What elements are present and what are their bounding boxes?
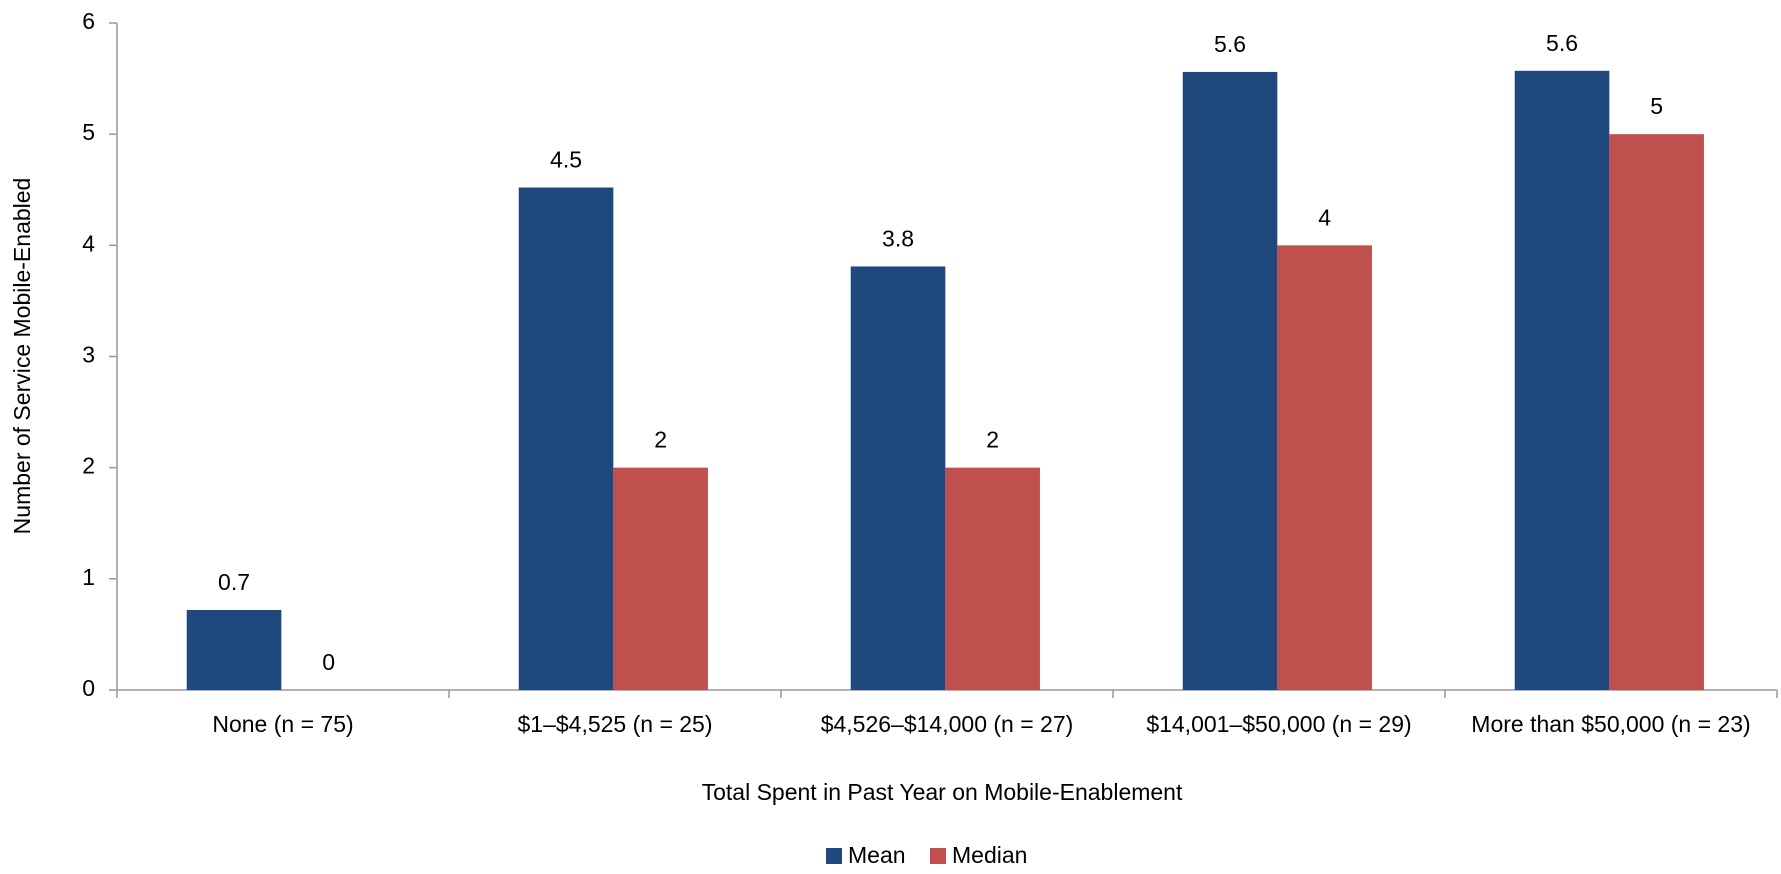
bar — [850, 266, 946, 690]
data-label: 2 — [986, 427, 999, 453]
bar — [1609, 134, 1704, 690]
x-tick-label: More than $50,000 (n = 23) — [1471, 711, 1750, 737]
bar — [945, 467, 1040, 690]
legend-swatch — [826, 848, 842, 864]
data-label: 5.6 — [1214, 31, 1246, 57]
data-label: 5 — [1650, 93, 1663, 119]
legend-label: Median — [952, 842, 1027, 868]
bar — [1277, 245, 1372, 691]
y-tick-label: 6 — [82, 8, 95, 34]
x-tick-label: $1–$4,525 (n = 25) — [517, 711, 712, 737]
x-tick-label: $4,526–$14,000 (n = 27) — [821, 711, 1074, 737]
y-tick-label: 2 — [82, 453, 95, 479]
x-axis-title: Total Spent in Past Year on Mobile-Enabl… — [702, 779, 1183, 805]
data-label: 0 — [322, 649, 335, 675]
bar — [1182, 71, 1278, 690]
bar — [518, 187, 614, 690]
bar — [613, 467, 708, 690]
data-label: 5.6 — [1546, 30, 1578, 56]
data-label: 4 — [1318, 204, 1331, 230]
data-label: 2 — [654, 427, 667, 453]
data-label: 0.7 — [218, 569, 250, 595]
y-tick-label: 0 — [82, 675, 95, 701]
y-tick-label: 3 — [82, 342, 95, 368]
bar — [1514, 70, 1610, 691]
x-tick-label: $14,001–$50,000 (n = 29) — [1146, 711, 1411, 737]
legend-swatch — [930, 848, 946, 864]
legend-label: Mean — [848, 842, 906, 868]
data-label: 3.8 — [882, 226, 914, 252]
y-axis-title: Number of Service Mobile-Enabled — [9, 178, 35, 535]
data-label: 4.5 — [550, 147, 582, 173]
x-tick-label: None (n = 75) — [212, 711, 353, 737]
y-tick-label: 1 — [82, 564, 95, 590]
bar — [186, 609, 282, 690]
y-tick-label: 5 — [82, 119, 95, 145]
y-tick-label: 4 — [82, 230, 95, 256]
